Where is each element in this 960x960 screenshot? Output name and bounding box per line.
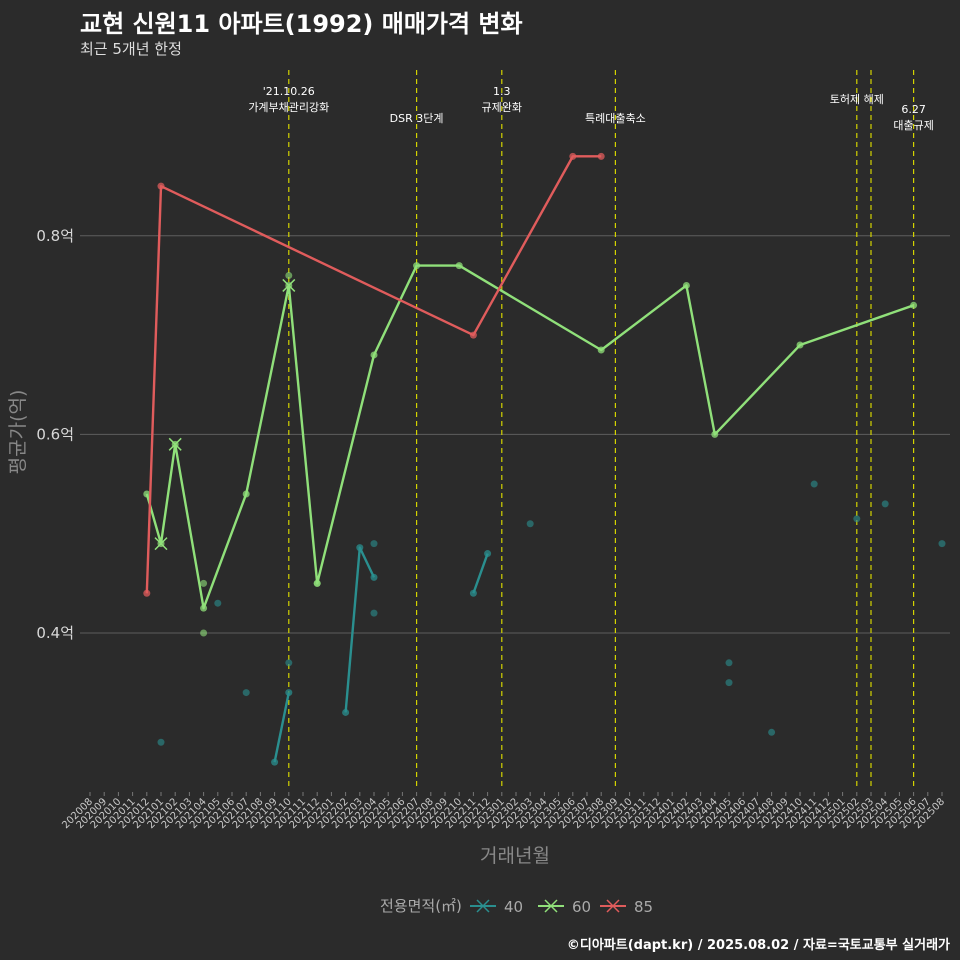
series-60-point xyxy=(455,262,463,270)
event-label: 6.27 xyxy=(901,103,926,116)
series-40-point xyxy=(342,708,350,716)
legend-label-40: 40 xyxy=(504,898,523,916)
chart-subtitle: 최근 5개년 한정 xyxy=(80,40,182,58)
series-40-point xyxy=(484,550,492,558)
series-40-point xyxy=(526,520,534,528)
series-60-point xyxy=(143,490,151,498)
legend-title: 전용면적(㎡) xyxy=(380,897,462,915)
series-40-point xyxy=(370,609,378,617)
event-label: 가계부채관리강화 xyxy=(248,101,329,114)
series-85-point xyxy=(157,182,165,190)
series-60-point xyxy=(597,346,605,354)
series-60-line xyxy=(145,264,914,610)
series-40-point xyxy=(285,689,293,697)
series-85-line xyxy=(145,155,602,594)
series-60-point xyxy=(370,351,378,359)
series-60-point xyxy=(285,272,293,280)
y-tick-label: 0.8억 xyxy=(36,227,74,245)
series-40-point xyxy=(242,689,250,697)
event-label: DSR 3단계 xyxy=(390,112,444,125)
series-60-point xyxy=(242,490,250,498)
series-60-x-marker xyxy=(168,437,182,451)
series-40-point xyxy=(938,540,946,548)
series-60-point xyxy=(200,579,208,587)
series-40-line xyxy=(472,553,489,594)
source-caption: ©디아파트(dapt.kr) / 2025.08.02 / 자료=국토교통부 실… xyxy=(566,938,950,953)
series-40-point xyxy=(810,480,818,488)
series-60-point xyxy=(200,604,208,612)
series-40-point xyxy=(285,659,293,667)
series-40-line xyxy=(273,692,290,763)
series-40-point xyxy=(370,573,378,581)
series-40-point xyxy=(853,515,861,523)
legend-label-60: 60 xyxy=(572,898,591,916)
series-60-point xyxy=(682,281,690,289)
event-label: 1.3 xyxy=(493,85,511,98)
chart-title: 교현 신원11 아파트(1992) 매매가격 변화 xyxy=(80,10,523,38)
series-40-point xyxy=(271,758,279,766)
series-40-point xyxy=(214,599,222,607)
series-40-point xyxy=(881,500,889,508)
y-tick-label: 0.6억 xyxy=(36,425,74,443)
legend-marker-85 xyxy=(606,899,620,913)
series-60-point xyxy=(910,301,918,309)
series-60-x-marker xyxy=(282,278,296,292)
series-40-point xyxy=(356,544,364,552)
series-60-point xyxy=(796,341,804,349)
series-40-line xyxy=(344,546,376,713)
series-40-point xyxy=(768,728,776,736)
series-60-point xyxy=(413,262,421,270)
event-label: 토허제 해제 xyxy=(830,92,884,106)
series-85-point xyxy=(143,589,151,597)
event-label: 대출규제 xyxy=(893,119,933,132)
series-85-point xyxy=(597,152,605,160)
series-40-point xyxy=(725,679,733,687)
series-40-point xyxy=(725,659,733,667)
series-40-point xyxy=(370,540,378,548)
y-axis-title: 평균가(억) xyxy=(7,390,29,475)
event-label: '21.10.26 xyxy=(263,85,315,98)
event-label: 규제완화 xyxy=(482,101,522,114)
series-40-point xyxy=(157,738,165,746)
series-85-point xyxy=(569,152,577,160)
series-40-point xyxy=(469,589,477,597)
x-axis-title: 거래년월 xyxy=(480,845,550,867)
event-label: 특례대출축소 xyxy=(585,112,646,125)
series-60-point xyxy=(200,629,208,637)
y-tick-label: 0.4억 xyxy=(36,624,74,642)
legend-marker-40 xyxy=(476,899,490,913)
series-60-x-marker xyxy=(154,537,168,551)
legend-marker-60 xyxy=(544,899,558,913)
series-85-point xyxy=(469,331,477,339)
series-60-point xyxy=(313,579,321,587)
series-60-point xyxy=(711,430,719,438)
legend-label-85: 85 xyxy=(634,898,653,916)
